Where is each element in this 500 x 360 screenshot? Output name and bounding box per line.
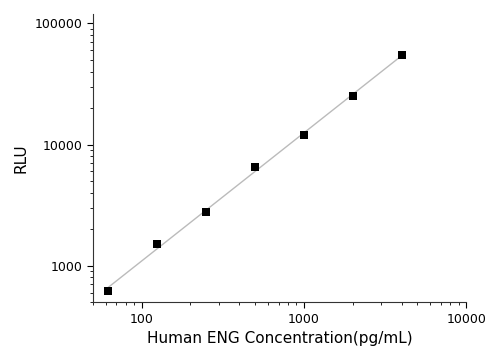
Y-axis label: RLU: RLU [14, 143, 29, 173]
Point [300, 132, 308, 138]
Point [398, 52, 406, 58]
Point [154, 242, 162, 247]
Point [202, 209, 210, 215]
Point [251, 165, 259, 170]
Point [104, 288, 112, 294]
Point [348, 94, 356, 99]
X-axis label: Human ENG Concentration(pg/mL): Human ENG Concentration(pg/mL) [146, 331, 412, 346]
